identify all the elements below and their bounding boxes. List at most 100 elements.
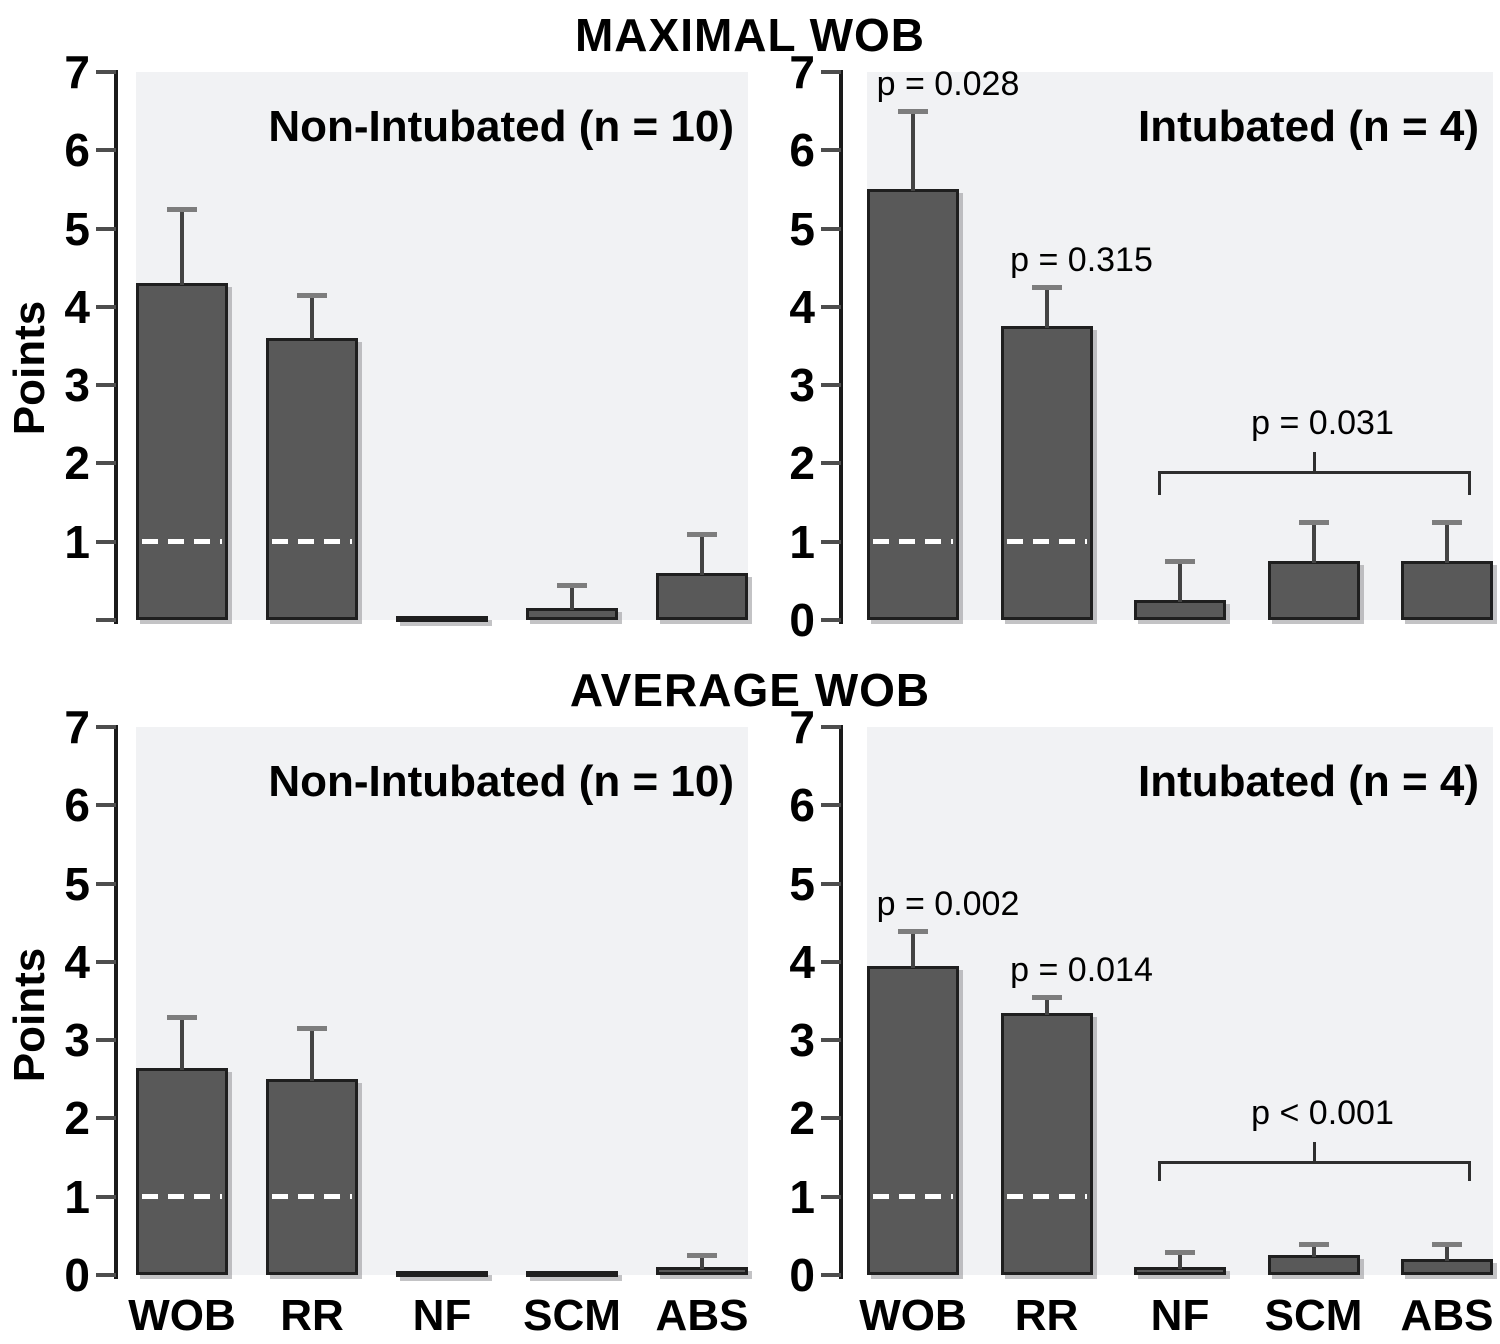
y-tick-3 [821,1038,841,1043]
error-bar-stem-abs [700,533,704,576]
y-tick-label-0: 0 [789,1249,815,1301]
error-bar-cap-abs [1432,520,1462,526]
y-tick-7 [96,725,116,729]
y-tick-3 [821,383,841,388]
x-label-rr: RR [280,1291,344,1340]
x-label-scm: SCM [1264,1291,1363,1340]
y-tick-2 [96,1116,116,1121]
y-tick-3 [96,383,116,388]
y-tick-4 [96,959,116,964]
error-bar-stem-wob [180,209,184,286]
section-title-average: AVERAGE WOB [569,664,931,716]
reference-line-wob [142,1194,222,1200]
y-tick-label-5: 5 [789,202,815,255]
error-bar-stem-scm [1311,522,1316,564]
y-tick-label-0: 0 [789,594,815,646]
panel-heading: Intubated (n = 4) [1138,757,1479,806]
y-tick-label-5: 5 [789,857,815,910]
x-label-scm: SCM [523,1291,621,1340]
bar-scm [526,1271,618,1277]
y-tick-6 [96,148,116,153]
y-tick-label-1: 1 [789,515,815,568]
error-bar-stem-scm [570,584,574,611]
bar-scm [526,608,618,620]
y-tick-label-1: 1 [64,1170,90,1223]
bar-nf [396,616,488,622]
reference-line-rr [272,1194,352,1200]
y-tick-label-6: 6 [789,779,815,832]
bar-wob [136,283,228,620]
error-bar-stem-rr [1044,287,1049,329]
y-tick-6 [821,148,841,153]
y-axis-line [839,725,843,1279]
y-tick-7 [821,725,841,729]
error-bar-cap-wob [898,928,928,934]
y-tick-5 [96,881,116,886]
y-axis-line [114,725,118,1279]
error-bar-cap-wob [167,207,197,212]
y-tick-5 [821,226,841,231]
error-bar-cap-abs [687,531,717,537]
error-bar-stem-abs [700,1255,704,1270]
y-axis-title-bottom: Points [5,947,54,1083]
y-tick-label-6: 6 [64,779,90,832]
error-bar-cap-abs [687,1253,717,1259]
y-tick-3 [96,1038,116,1043]
y-tick-1 [96,539,116,544]
bracket-center-tick [1313,1141,1316,1165]
y-tick-5 [821,881,841,886]
error-bar-cap-rr [1031,995,1062,1001]
y-tick-4 [96,304,116,309]
bracket-center-tick [1313,451,1316,475]
error-bar-stem-rr [1044,997,1049,1015]
y-tick-label-3: 3 [789,359,815,412]
y-tick-label-5: 5 [64,857,90,910]
x-label-nf: NF [412,1291,472,1340]
bracket-end-left [1158,1161,1161,1182]
reference-line-rr [1006,1194,1087,1200]
y-tick-0 [821,618,841,622]
error-bar-stem-wob [911,930,915,968]
y-tick-label-2: 2 [64,1092,90,1145]
bracket-end-right [1468,1161,1471,1182]
x-label-rr: RR [1014,1291,1079,1340]
y-tick-6 [96,803,116,808]
reference-line-rr [272,539,352,545]
y-tick-label-1: 1 [789,1170,815,1223]
panel-heading: Non-Intubated (n = 10) [268,102,734,151]
y-tick-label-4: 4 [789,935,815,988]
error-bar-stem-nf [1178,1251,1182,1270]
y-tick-label-3: 3 [789,1014,815,1067]
bracket-p-value: p < 0.001 [1251,1093,1394,1132]
y-tick-label-6: 6 [64,124,90,177]
error-bar-stem-wob [180,1016,184,1070]
bar-rr [266,338,358,620]
y-tick-label-2: 2 [64,437,90,490]
bar-nf [1134,600,1226,620]
error-bar-cap-scm [557,582,587,588]
y-tick-1 [821,539,841,544]
bracket-p-value: p = 0.031 [1251,403,1394,442]
bar-abs [1401,1259,1493,1275]
bar-rr [1000,326,1093,620]
bracket-end-right [1468,471,1471,495]
bar-abs [656,1267,748,1275]
y-tick-label-5: 5 [64,202,90,255]
y-tick-2 [821,461,841,466]
y-tick-4 [821,959,841,964]
y-tick-0 [96,618,116,622]
error-bar-stem-wob [911,111,915,192]
reference-line-wob [142,539,222,545]
y-tick-label-2: 2 [789,1092,815,1145]
y-tick-7 [821,70,841,74]
x-label-abs: ABS [1400,1291,1494,1340]
x-label-nf: NF [1150,1291,1210,1340]
y-tick-label-6: 6 [789,124,815,177]
p-value-wob: p = 0.028 [876,65,1020,104]
y-tick-6 [821,803,841,808]
plot-area [867,727,1493,1275]
reference-line-rr [1006,539,1087,545]
reference-line-wob [873,1194,953,1200]
reference-line-wob [873,539,953,545]
